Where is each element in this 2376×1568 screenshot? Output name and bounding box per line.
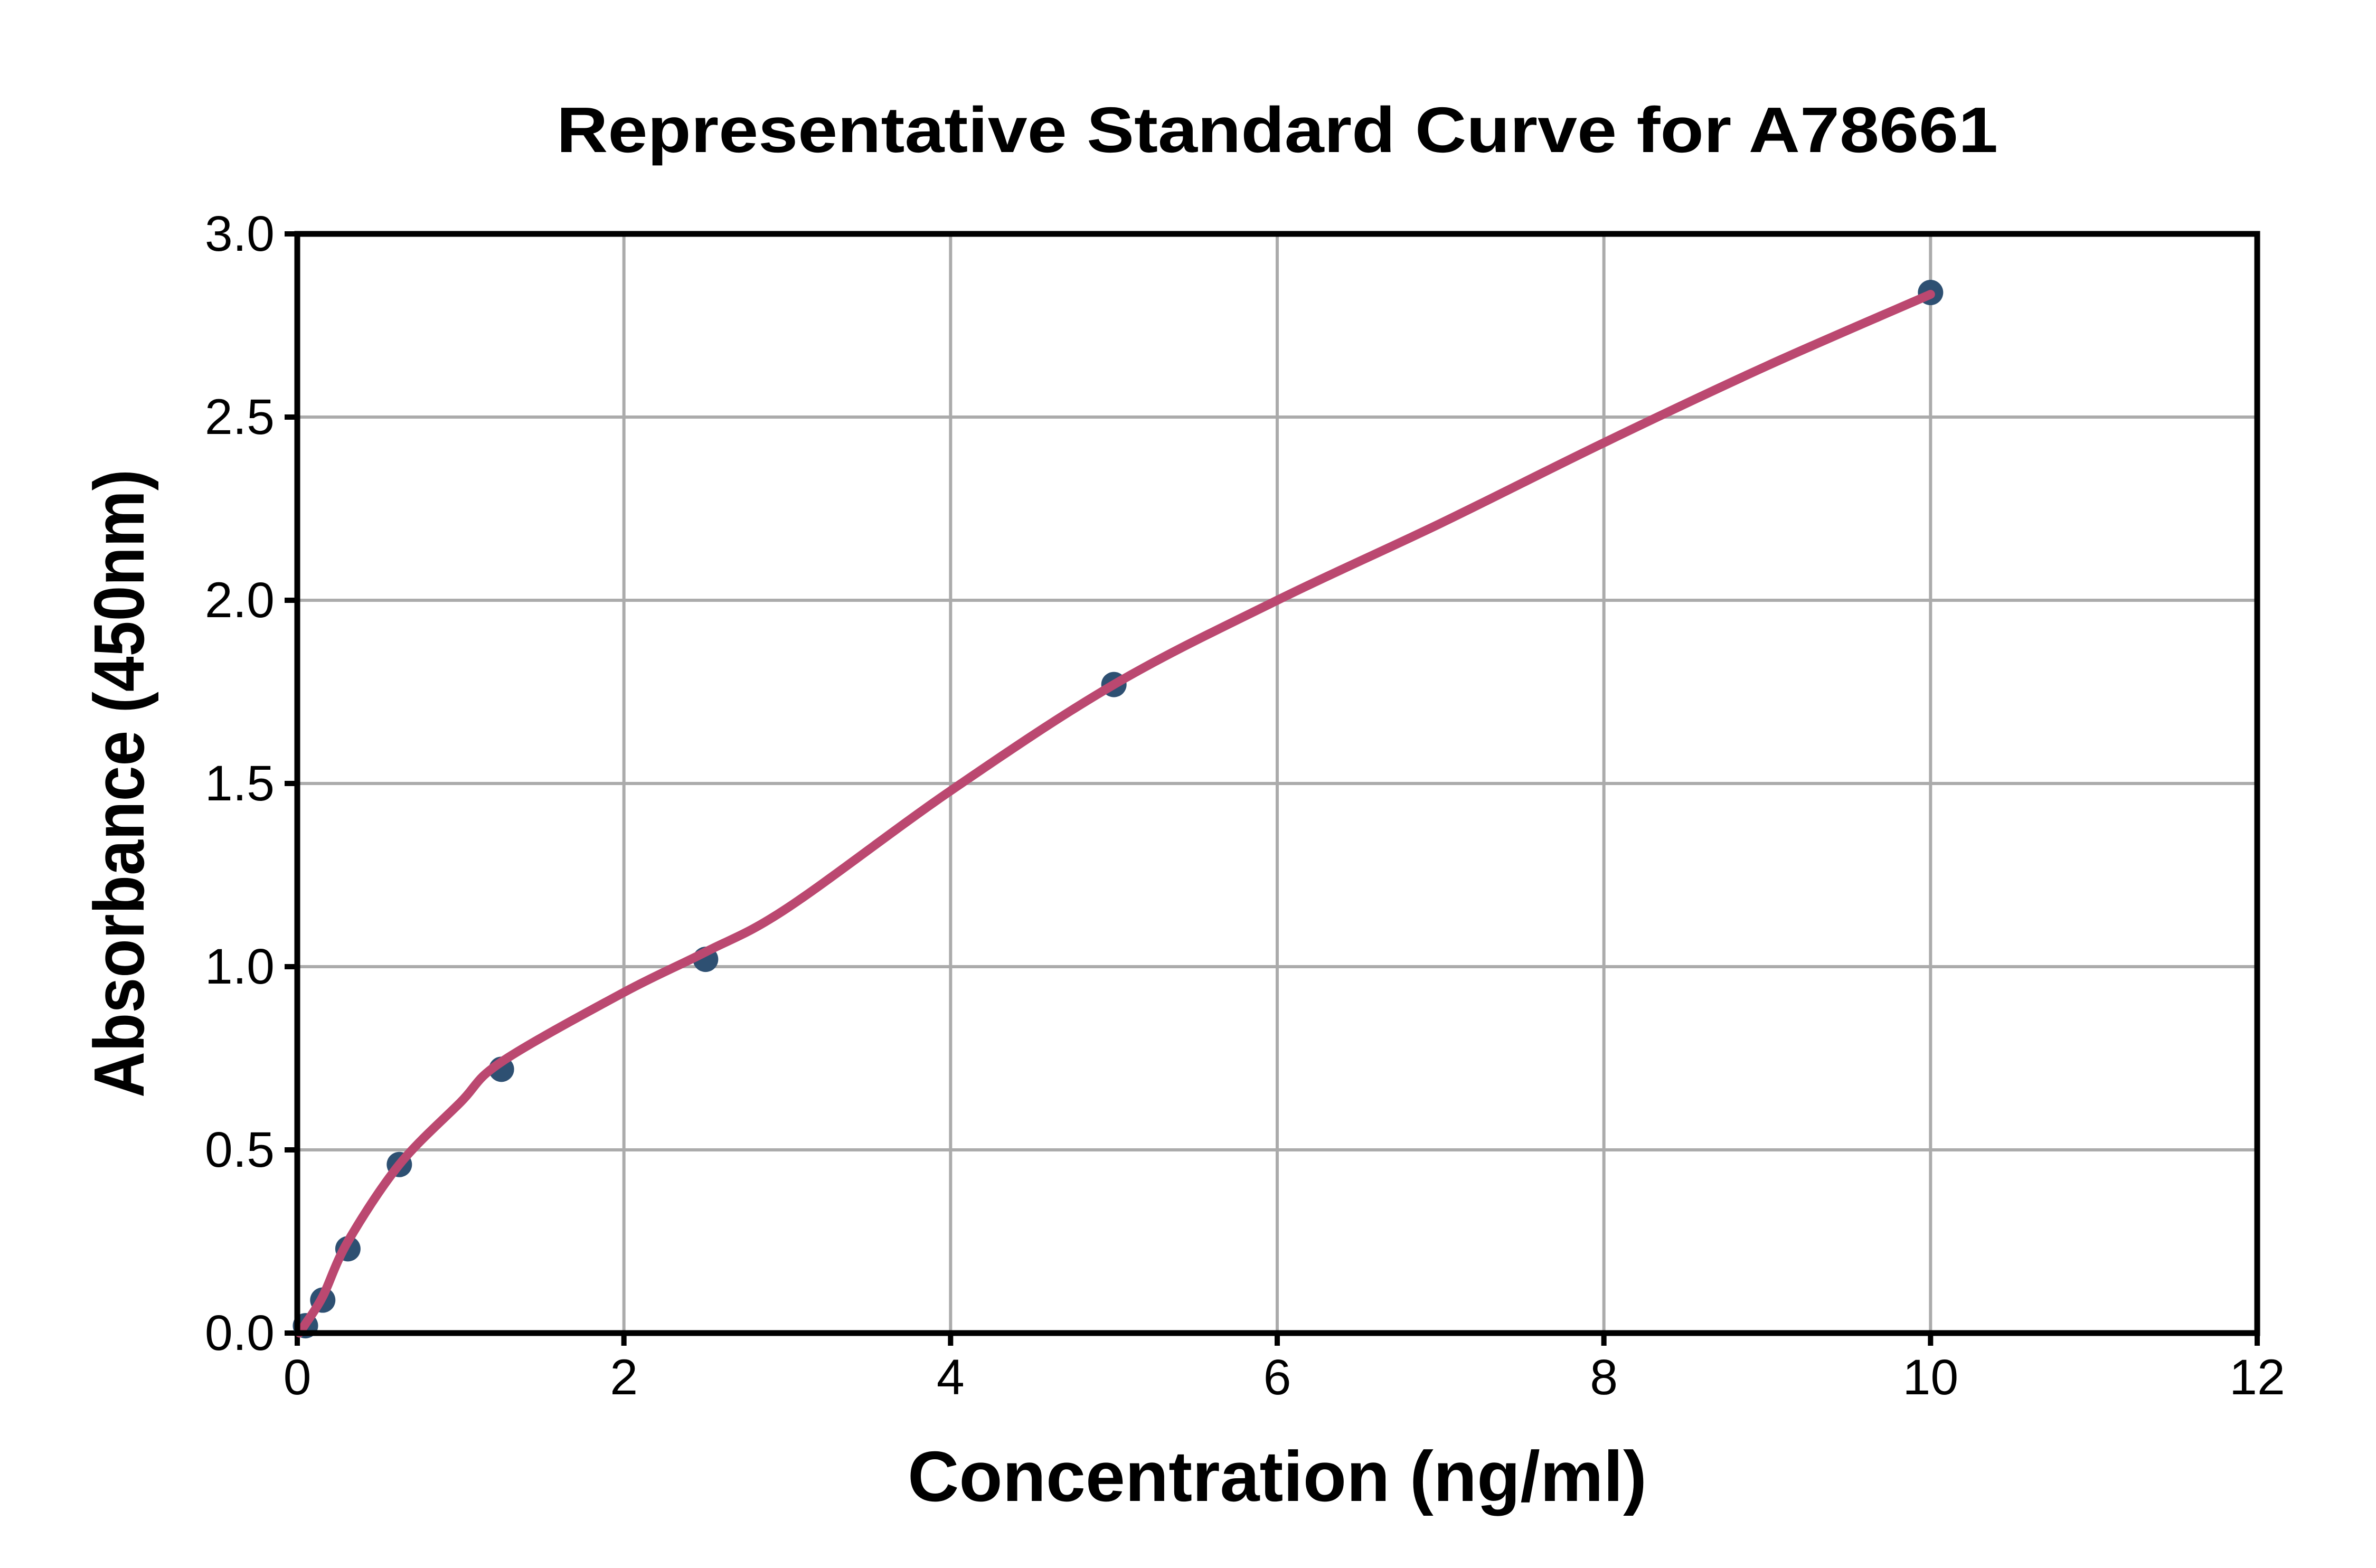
y-tick-label: 0.0 bbox=[205, 1305, 275, 1361]
axis-ticks bbox=[285, 231, 2260, 1346]
y-tick-labels: 0.0 0.5 1.0 1.5 2.0 2.5 3.0 bbox=[205, 206, 275, 1361]
x-tick-label: 2 bbox=[610, 1349, 638, 1405]
gridlines bbox=[297, 234, 2257, 1333]
x-tick-label: 10 bbox=[1902, 1349, 1958, 1405]
fit-curve-line bbox=[295, 290, 1935, 1338]
x-axis-label: Concentration (ng/ml) bbox=[908, 1437, 1647, 1516]
x-tick-label: 0 bbox=[284, 1349, 312, 1405]
x-tick-label: 8 bbox=[1590, 1349, 1618, 1405]
plot-border bbox=[294, 231, 2260, 1336]
y-tick-label: 1.5 bbox=[205, 755, 275, 811]
x-tick-label: 4 bbox=[937, 1349, 965, 1405]
chart-title: Representative Standard Curve for A78661 bbox=[557, 94, 1998, 166]
y-tick-label: 3.0 bbox=[205, 206, 275, 262]
x-tick-label: 6 bbox=[1264, 1349, 1291, 1405]
y-tick-label: 1.0 bbox=[205, 939, 275, 995]
x-tick-labels: 0 2 4 6 8 10 12 bbox=[284, 1349, 2285, 1405]
x-tick-label: 12 bbox=[2229, 1349, 2285, 1405]
y-tick-label: 2.5 bbox=[205, 389, 275, 445]
data-points bbox=[293, 280, 1944, 1339]
y-tick-label: 2.0 bbox=[205, 572, 275, 628]
y-axis-label: Absorbance (450nm) bbox=[79, 469, 159, 1098]
y-tick-label: 0.5 bbox=[205, 1122, 275, 1178]
